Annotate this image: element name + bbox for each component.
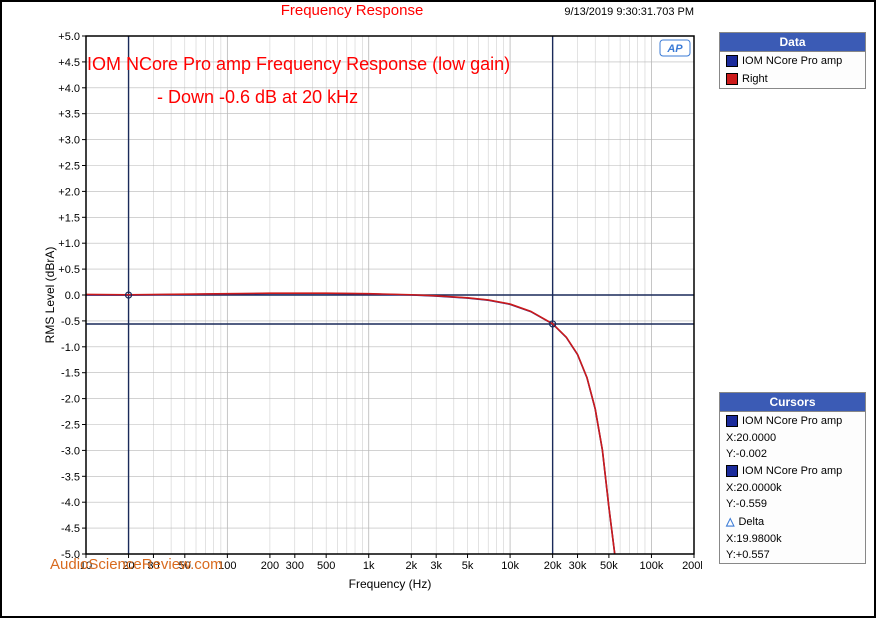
legend-data-item: Right (720, 70, 865, 88)
svg-text:+5.0: +5.0 (58, 32, 80, 43)
svg-text:+0.5: +0.5 (58, 264, 80, 276)
svg-text:1k: 1k (363, 560, 375, 572)
svg-text:+3.5: +3.5 (58, 109, 80, 121)
svg-text:+2.5: +2.5 (58, 161, 80, 173)
svg-text:AP: AP (666, 43, 683, 55)
svg-text:200: 200 (261, 560, 279, 572)
svg-text:50k: 50k (600, 560, 618, 572)
cursor-x: X:20.0000k (720, 480, 865, 496)
cursor-label: IOM NCore Pro amp (742, 415, 842, 427)
cursor-x: X:20.0000 (720, 430, 865, 446)
svg-text:+4.5: +4.5 (58, 57, 80, 69)
chart-page: Frequency Response 9/13/2019 9:30:31.703… (0, 0, 876, 618)
svg-text:RMS Level (dBrA): RMS Level (dBrA) (43, 247, 57, 344)
svg-text:500: 500 (317, 560, 335, 572)
svg-text:-1.0: -1.0 (61, 342, 80, 354)
svg-text:100k: 100k (640, 560, 664, 572)
annotation-line1: IOM NCore Pro amp Frequency Response (lo… (87, 54, 510, 75)
cursor-y: Y:-0.559 (720, 496, 865, 512)
legend-data-item: IOM NCore Pro amp (720, 52, 865, 70)
svg-text:+2.0: +2.0 (58, 186, 80, 198)
svg-text:Frequency (Hz): Frequency (Hz) (349, 577, 432, 591)
svg-text:-3.0: -3.0 (61, 445, 80, 457)
svg-text:30k: 30k (569, 560, 587, 572)
cursor-label: IOM NCore Pro amp (742, 465, 842, 477)
svg-text:+1.5: +1.5 (58, 212, 80, 224)
svg-text:-4.0: -4.0 (61, 497, 80, 509)
svg-text:5k: 5k (462, 560, 474, 572)
legend-swatch (726, 73, 738, 85)
svg-text:2k: 2k (405, 560, 417, 572)
plot-area: -5.0-4.5-4.0-3.5-3.0-2.5-2.0-1.5-1.0-0.5… (42, 32, 702, 592)
svg-text:10k: 10k (501, 560, 519, 572)
cursor-swatch (726, 465, 738, 477)
svg-text:-3.5: -3.5 (61, 471, 80, 483)
cursor-swatch (726, 415, 738, 427)
delta-x: X:19.9800k (720, 531, 865, 547)
delta-label: Delta (738, 516, 764, 528)
cursor-y: Y:-0.002 (720, 446, 865, 462)
legend-label: IOM NCore Pro amp (742, 55, 842, 67)
svg-text:300: 300 (286, 560, 304, 572)
cursor-group-header: IOM NCore Pro amp (720, 462, 865, 480)
svg-text:0.0: 0.0 (65, 290, 80, 302)
delta-icon: △ (726, 515, 734, 528)
legend-data-title: Data (720, 33, 865, 52)
legend-data-panel: Data IOM NCore Pro amp Right (719, 32, 866, 89)
svg-text:-1.5: -1.5 (61, 368, 80, 380)
legend-cursors-title: Cursors (720, 393, 865, 412)
cursor-group-header: IOM NCore Pro amp (720, 412, 865, 430)
legend-cursors-panel: Cursors IOM NCore Pro amp X:20.0000Y:-0.0… (719, 392, 866, 564)
svg-text:-2.0: -2.0 (61, 394, 80, 406)
svg-text:+4.0: +4.0 (58, 83, 80, 95)
svg-text:-0.5: -0.5 (61, 316, 80, 328)
watermark: AudioScienceReview.com (48, 556, 225, 573)
svg-text:+1.0: +1.0 (58, 238, 80, 250)
svg-text:-2.5: -2.5 (61, 420, 80, 432)
svg-text:-4.5: -4.5 (61, 523, 80, 535)
svg-text:200k: 200k (682, 560, 702, 572)
annotation-line2: - Down -0.6 dB at 20 kHz (157, 87, 358, 108)
legend-swatch (726, 55, 738, 67)
svg-text:+3.0: +3.0 (58, 135, 80, 147)
cursor-delta-header: △ Delta (720, 512, 865, 531)
delta-y: Y:+0.557 (720, 547, 865, 563)
svg-text:20k: 20k (544, 560, 562, 572)
svg-text:3k: 3k (430, 560, 442, 572)
legend-label: Right (742, 73, 768, 85)
timestamp: 9/13/2019 9:30:31.703 PM (564, 6, 694, 18)
